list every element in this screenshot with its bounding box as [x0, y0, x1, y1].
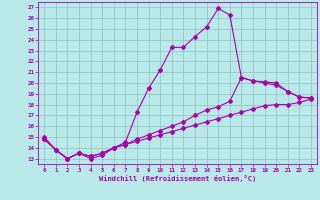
X-axis label: Windchill (Refroidissement éolien,°C): Windchill (Refroidissement éolien,°C): [99, 175, 256, 182]
